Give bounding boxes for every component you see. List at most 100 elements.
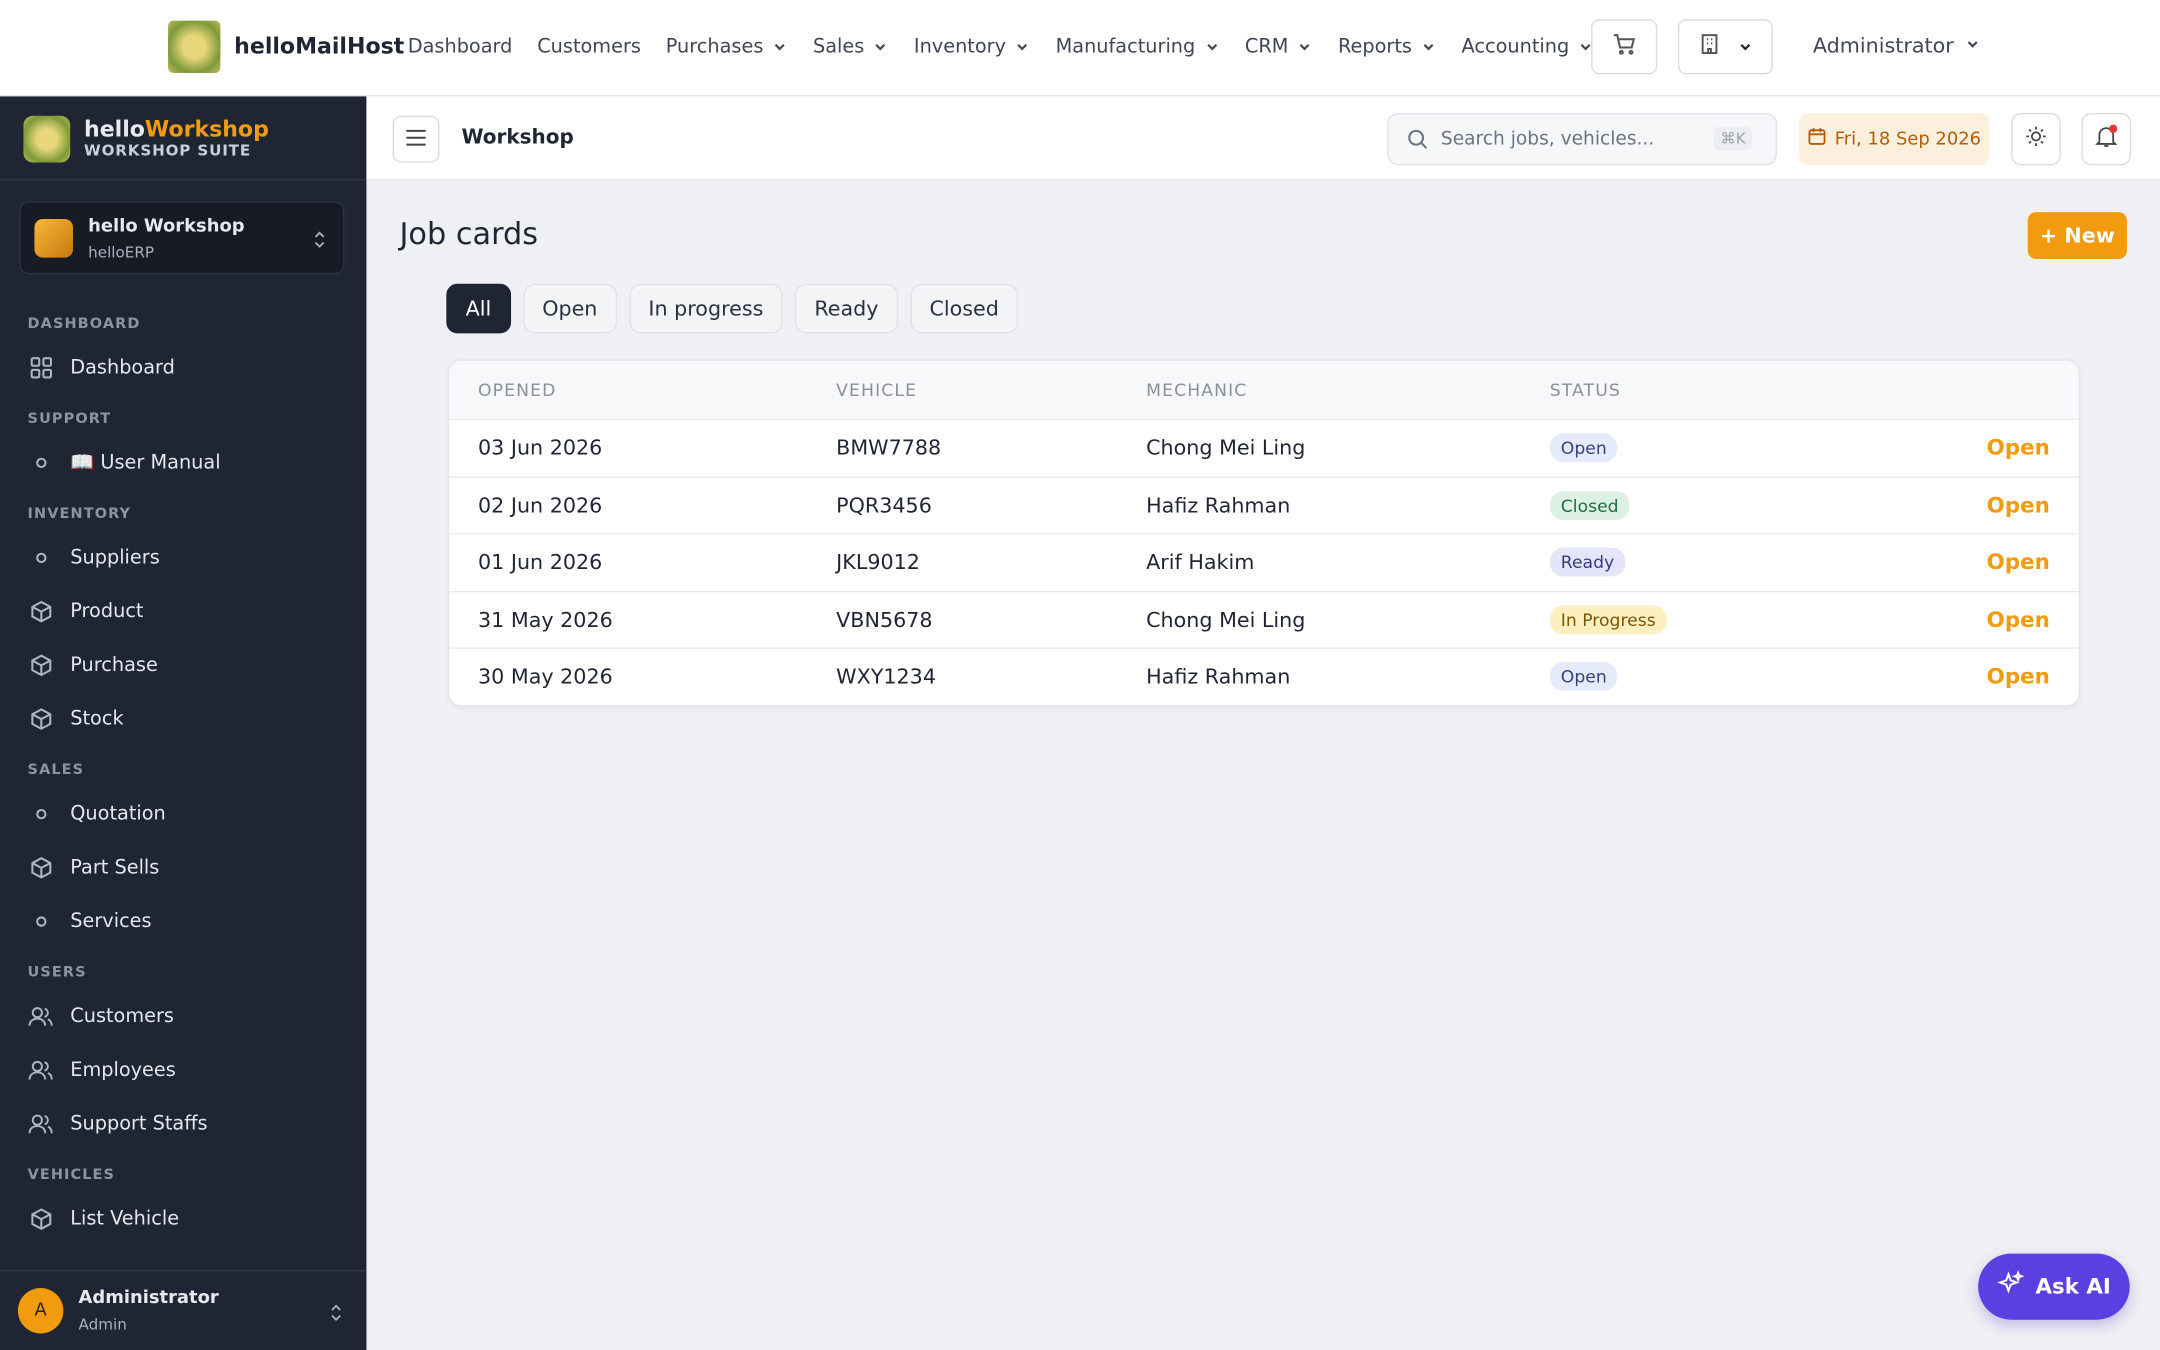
table-cell: VBN5678 xyxy=(836,607,933,632)
filter-tab[interactable]: In progress xyxy=(629,283,783,334)
nav-item-label: Employees xyxy=(70,1058,176,1081)
org-switcher[interactable]: hello Workshop helloERP xyxy=(19,201,345,275)
nav-link[interactable]: Customers xyxy=(537,36,641,58)
nav-link-text: Inventory xyxy=(913,35,1007,58)
filter-tab[interactable]: Closed xyxy=(910,283,1019,334)
cart-icon xyxy=(1612,32,1637,62)
filter-tab[interactable]: Ready xyxy=(795,283,898,334)
table-row: 30 May 2026 WXY1234 Hafiz Rahman Open Open xyxy=(449,647,2079,704)
chevron-svg xyxy=(875,43,886,51)
user-menu[interactable]: Administrator xyxy=(1813,33,1981,58)
nav-item[interactable]: Quotation xyxy=(0,787,366,841)
user-role: Admin xyxy=(78,1315,127,1334)
section-title: DASHBOARD xyxy=(27,315,141,332)
page-title: Job cards xyxy=(399,217,539,253)
nav-item[interactable]: Customers xyxy=(0,989,366,1043)
nav-item-label: Part Sells xyxy=(70,856,160,879)
ask-ai-label: Ask AI xyxy=(2035,1274,2111,1300)
brand-hello: hello xyxy=(84,115,145,142)
nav-item-label: Product xyxy=(70,599,144,622)
chevron-svg xyxy=(1206,43,1217,51)
row-action[interactable]: Open xyxy=(1986,549,2050,575)
menu-button[interactable] xyxy=(392,115,440,163)
row-action[interactable]: Open xyxy=(1986,664,2050,690)
user-name: Administrator xyxy=(1812,33,1954,58)
cart-button[interactable] xyxy=(1591,19,1658,75)
brand-name: helloMailHost xyxy=(234,33,405,60)
org-expand-svg xyxy=(314,231,325,248)
chevron-svg xyxy=(1580,43,1591,51)
chevron-svg xyxy=(1300,43,1310,51)
nav-icon xyxy=(28,1206,54,1231)
nav-item[interactable]: Stock xyxy=(0,692,366,746)
sidebar-logo xyxy=(23,115,71,163)
nav-item-label: Suppliers xyxy=(70,546,160,569)
nav-link-text: Sales xyxy=(812,35,865,58)
nav-icon-svg xyxy=(30,856,51,878)
user-expand-svg xyxy=(331,1304,341,1321)
chevron xyxy=(1014,39,1031,56)
section-title: INVENTORY xyxy=(27,505,132,523)
nav-icon-svg xyxy=(35,457,46,468)
company-switch[interactable] xyxy=(1677,19,1773,75)
chevron-svg xyxy=(1423,43,1434,51)
chevron-svg xyxy=(1017,43,1028,51)
notifications[interactable] xyxy=(2081,112,2132,166)
table-row: 02 Jun 2026 PQR3456 Hafiz Rahman Closed Open xyxy=(449,475,2079,533)
bell-icon xyxy=(2094,124,2119,154)
nav-link[interactable]: Dashboard xyxy=(408,36,513,58)
nav-link-text: Dashboard xyxy=(407,35,513,58)
nav-item[interactable]: Product xyxy=(0,584,366,638)
date-chip[interactable]: Fri, 18 Sep 2026 xyxy=(1799,112,1990,166)
row-action[interactable]: Open xyxy=(1986,435,2050,461)
new-button[interactable]: + New xyxy=(2027,212,2127,259)
nav-item[interactable]: Employees xyxy=(0,1043,366,1097)
filter-tab[interactable]: All xyxy=(446,283,511,334)
status-badge: Closed xyxy=(1549,490,1630,520)
calendar-icon-svg xyxy=(1808,128,1826,145)
nav-link-text: Accounting xyxy=(1461,35,1570,58)
org-sub: helloERP xyxy=(88,243,155,262)
nav-item[interactable]: Part Sells xyxy=(0,840,366,894)
nav-icon xyxy=(28,450,54,475)
row-action[interactable]: Open xyxy=(1986,607,2050,632)
nav-link[interactable]: CRM xyxy=(1245,36,1313,58)
theme-toggle[interactable] xyxy=(2011,112,2061,166)
row-action[interactable]: Open xyxy=(1986,492,2050,518)
nav-link-text: Customers xyxy=(537,35,641,58)
filter-tab[interactable]: Open xyxy=(522,283,617,334)
nav-item[interactable]: 📖 User Manual xyxy=(0,435,366,489)
sidebar-user[interactable]: A Administrator Admin xyxy=(0,1270,367,1350)
nav-icon-svg xyxy=(30,707,51,730)
nav-link[interactable]: Purchases xyxy=(666,36,788,58)
nav-item[interactable]: Suppliers xyxy=(0,530,366,584)
nav-link[interactable]: Reports xyxy=(1338,36,1437,58)
nav-item[interactable]: Support Staffs xyxy=(0,1097,366,1151)
nav-icon-svg xyxy=(28,1006,53,1026)
nav-item-label: List Vehicle xyxy=(70,1207,180,1230)
table-cell: Hafiz Rahman xyxy=(1146,664,1291,690)
sparkle-icon-svg xyxy=(1996,1270,2024,1294)
search-shortcut: ⌘K xyxy=(1713,126,1753,151)
nav-icon xyxy=(28,855,54,880)
nav-link[interactable]: Inventory xyxy=(914,36,1031,58)
column-header: MECHANIC xyxy=(1146,379,1248,401)
ask-ai-button[interactable]: Ask AI xyxy=(1978,1253,2130,1320)
nav-link[interactable]: Accounting xyxy=(1462,36,1595,58)
chevron-svg xyxy=(1968,41,1978,48)
nav-link[interactable]: Sales xyxy=(813,36,889,58)
search-icon xyxy=(1406,128,1428,156)
status-badge: Ready xyxy=(1549,547,1626,577)
bell-icon-svg xyxy=(2095,124,2118,147)
nav-item[interactable]: Dashboard xyxy=(0,340,366,394)
nav-item[interactable]: Services xyxy=(0,894,366,948)
user-expand xyxy=(329,1302,343,1328)
search-box[interactable]: Search jobs, vehicles... ⌘K xyxy=(1387,112,1778,166)
nav-item[interactable]: Purchase xyxy=(0,638,366,692)
nav-link[interactable]: Manufacturing xyxy=(1056,36,1220,58)
nav-icon-svg xyxy=(28,1060,53,1079)
nav-item[interactable]: List Vehicle xyxy=(0,1192,366,1246)
